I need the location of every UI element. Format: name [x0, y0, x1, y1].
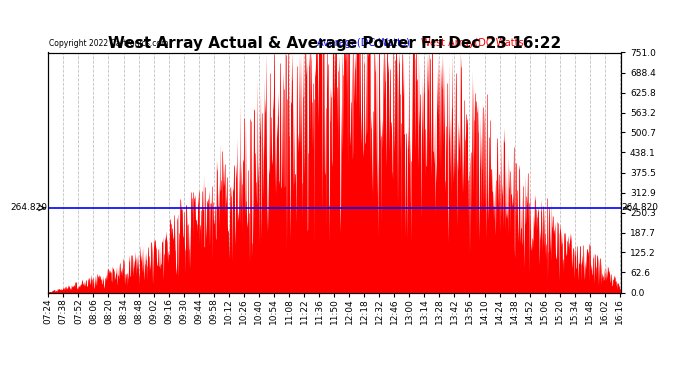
Text: West Array(DC Watts): West Array(DC Watts): [421, 38, 527, 48]
Text: 264.820: 264.820: [11, 203, 48, 212]
Text: Copyright 2022 Cartronics.com: Copyright 2022 Cartronics.com: [50, 39, 169, 48]
Title: West Array Actual & Average Power Fri Dec 23 16:22: West Array Actual & Average Power Fri De…: [108, 36, 561, 51]
Text: Average(DC Watts): Average(DC Watts): [317, 38, 411, 48]
Text: 264.820: 264.820: [622, 203, 658, 212]
